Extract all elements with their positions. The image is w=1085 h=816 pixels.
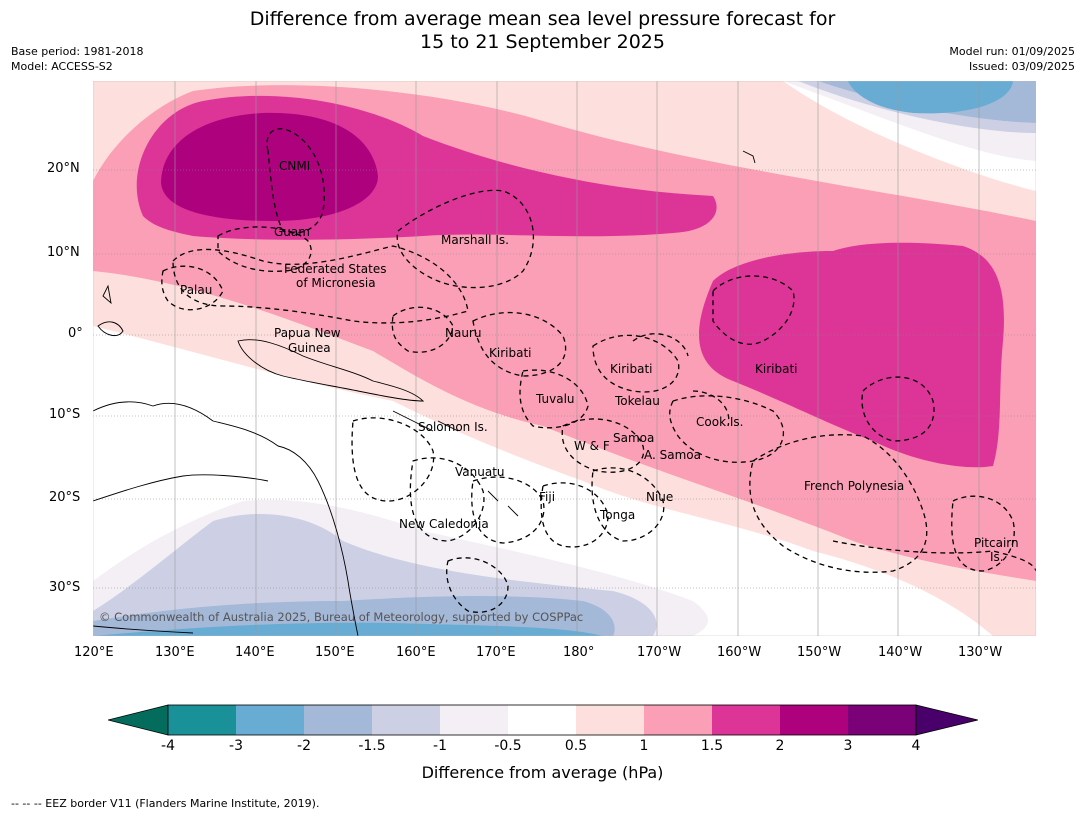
lat-tick: 30°S	[49, 580, 81, 595]
lat-tick: 0°	[68, 326, 83, 341]
colorbar-tick: 1	[639, 738, 649, 754]
colorbar-svg	[107, 704, 979, 736]
colorbar-cell	[236, 705, 304, 735]
title-line-1: Difference from average mean sea level p…	[249, 8, 836, 30]
region-labels: CNMI Guam Marshall Is. Federated States …	[180, 159, 1019, 564]
chart-title: Difference from average mean sea level p…	[0, 8, 1085, 54]
map-panel: CNMI Guam Marshall Is. Federated States …	[92, 80, 1037, 637]
issued-date: Issued: 03/09/2025	[968, 60, 1075, 73]
label-samoa: Samoa	[613, 431, 654, 445]
colorbar-cell	[576, 705, 644, 735]
colorbar-min-arrow	[107, 704, 169, 736]
contour-pos-15-east	[699, 242, 1004, 468]
title-line-2: 15 to 21 September 2025	[420, 31, 665, 53]
colorbar-cell	[644, 705, 712, 735]
colorbar-cell	[848, 705, 916, 735]
coastlines	[93, 150, 756, 636]
colorbar-cell	[372, 705, 440, 735]
label-niue: Niue	[646, 490, 673, 504]
lon-tick: 120°E	[74, 645, 114, 660]
label-guam: Guam	[274, 225, 310, 239]
colorbar-tick: 4	[911, 738, 921, 754]
label-palau: Palau	[180, 283, 212, 297]
lon-tick: 150°E	[315, 645, 355, 660]
label-tonga: Tonga	[599, 508, 635, 522]
colorbar-cell	[304, 705, 372, 735]
lon-tick: 150°W	[797, 645, 842, 660]
label-solomon: Solomon Is.	[418, 420, 488, 434]
graticule	[93, 169, 1036, 589]
colorbar-cell	[712, 705, 780, 735]
label-pitcairn-2: Is.	[990, 550, 1004, 564]
label-cook: Cook Is.	[696, 415, 743, 429]
label-fsm-1: Federated States	[284, 262, 386, 276]
colorbar-max-arrow	[915, 704, 979, 736]
colorbar-cell	[440, 705, 508, 735]
label-wf: W & F	[574, 439, 610, 453]
label-pitcairn-1: Pitcairn	[974, 536, 1019, 550]
lon-tick: 170°W	[637, 645, 682, 660]
colorbar-tick: 3	[843, 738, 853, 754]
lon-tick: 180°	[563, 645, 595, 660]
colorbar-tick: -3	[229, 738, 243, 754]
lat-tick: 10°S	[49, 407, 81, 422]
base-period: Base period: 1981-2018	[11, 45, 144, 58]
colorbar	[107, 704, 979, 736]
model-name: Model: ACCESS-S2	[11, 60, 113, 73]
label-fsm-2: of Micronesia	[296, 276, 376, 290]
label-nauru: Nauru	[445, 326, 481, 340]
label-png-1: Papua New	[274, 326, 341, 340]
eez-borders	[161, 128, 1036, 613]
lon-tick: 140°W	[878, 645, 923, 660]
label-newcal: New Caledonia	[399, 517, 489, 531]
label-fiji: Fiji	[539, 490, 555, 504]
meta-right: Model run: 01/09/2025 Issued: 03/09/2025	[949, 44, 1075, 74]
label-kiribati-west: Kiribati	[489, 346, 531, 360]
eez-footnote: -- -- -- EEZ border V11 (Flanders Marine…	[11, 797, 320, 810]
lon-tick: 140°E	[235, 645, 275, 660]
lat-tick: 20°S	[49, 490, 81, 505]
lon-tick: 130°W	[958, 645, 1003, 660]
colorbar-tick: -1.5	[358, 738, 386, 754]
colorbar-cell	[168, 705, 236, 735]
lat-tick: 10°N	[47, 245, 80, 260]
colorbar-tick: -2	[297, 738, 311, 754]
colorbar-tick: -1	[433, 738, 447, 754]
label-tokelau: Tokelau	[614, 394, 660, 408]
colorbar-cell	[508, 705, 576, 735]
colorbar-tick: -0.5	[494, 738, 522, 754]
label-kiribati-central: Kiribati	[610, 362, 652, 376]
colorbar-tick: 1.5	[700, 738, 724, 754]
label-tuvalu: Tuvalu	[535, 392, 575, 406]
label-vanuatu: Vanuatu	[455, 465, 505, 479]
colorbar-cell	[780, 705, 848, 735]
colorbar-tick: 2	[775, 738, 785, 754]
lon-tick: 160°E	[396, 645, 436, 660]
label-kiribati-east: Kiribati	[755, 362, 797, 376]
meridians	[174, 81, 980, 636]
lon-tick: 130°E	[155, 645, 195, 660]
model-run: Model run: 01/09/2025	[949, 45, 1075, 58]
colorbar-tick: -4	[161, 738, 175, 754]
map-svg: CNMI Guam Marshall Is. Federated States …	[92, 80, 1037, 637]
contour-neg-3-ne	[848, 81, 1013, 114]
label-png-2: Guinea	[288, 341, 331, 355]
label-cnmi: CNMI	[279, 159, 310, 173]
lon-tick: 170°E	[476, 645, 516, 660]
colorbar-tick: 0.5	[564, 738, 588, 754]
copyright-notice: © Commonwealth of Australia 2025, Bureau…	[99, 610, 583, 624]
label-marshall: Marshall Is.	[441, 233, 509, 247]
contour-neg-3-sw	[93, 622, 603, 636]
contour-pos-2-north	[161, 112, 378, 221]
lat-tick: 20°N	[47, 161, 80, 176]
label-asamoa: A. Samoa	[644, 448, 701, 462]
colorbar-title: Difference from average (hPa)	[421, 763, 664, 782]
label-frpoly: French Polynesia	[804, 479, 904, 493]
meta-left: Base period: 1981-2018 Model: ACCESS-S2	[11, 44, 143, 74]
lon-tick: 160°W	[717, 645, 762, 660]
